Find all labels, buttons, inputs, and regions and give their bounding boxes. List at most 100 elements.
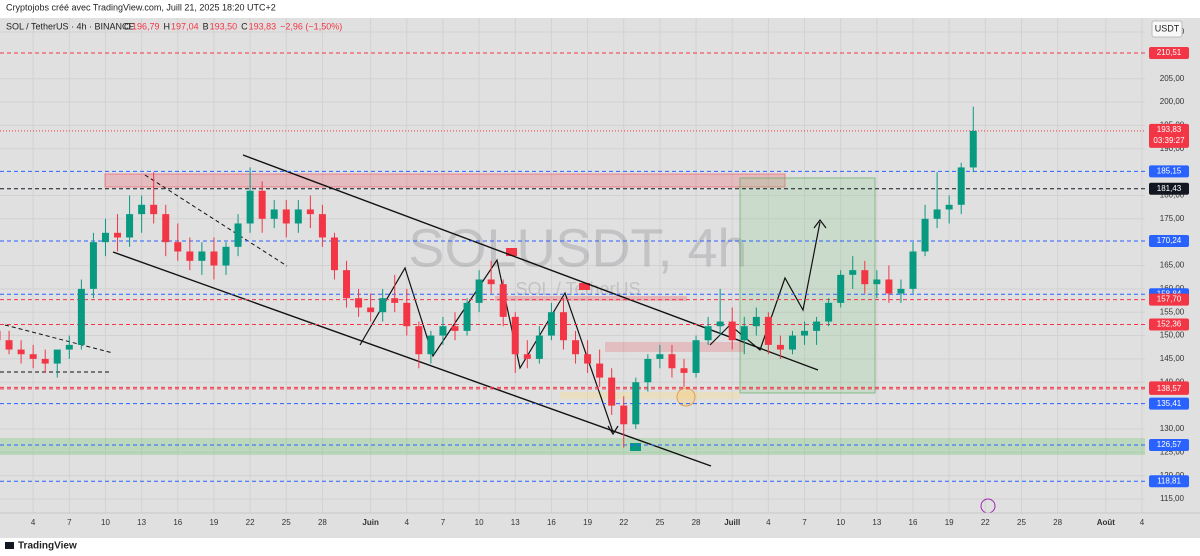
x-tick-label: 4 bbox=[1140, 518, 1145, 527]
x-tick-label: 4 bbox=[31, 518, 36, 527]
candle-body bbox=[957, 167, 965, 205]
candle-body bbox=[101, 232, 109, 243]
level-label-bg bbox=[1149, 165, 1189, 178]
y-tick-label: 200,00 bbox=[1160, 97, 1185, 106]
currency-button[interactable] bbox=[1151, 20, 1183, 38]
x-tick-label: 22 bbox=[981, 518, 990, 527]
x-tick-label: 13 bbox=[872, 518, 881, 527]
candle-body bbox=[728, 321, 736, 341]
candle-body bbox=[174, 242, 182, 252]
candle-body bbox=[17, 349, 25, 355]
x-tick-label: 16 bbox=[547, 518, 556, 527]
level-label-bg bbox=[1149, 475, 1189, 488]
level-label: 210,51 bbox=[1157, 48, 1182, 57]
candle-body bbox=[29, 354, 37, 359]
candle-body bbox=[355, 298, 363, 308]
level-label-bg bbox=[1149, 318, 1189, 331]
candle-body bbox=[825, 302, 833, 322]
x-tick-label: 16 bbox=[173, 518, 182, 527]
last-price-bg bbox=[1149, 123, 1189, 148]
candle-body bbox=[559, 312, 567, 341]
candle-body bbox=[632, 382, 640, 425]
candle-body bbox=[716, 321, 724, 327]
candle-body bbox=[788, 335, 796, 350]
level-label: 157,70 bbox=[1157, 295, 1182, 304]
x-tick-label: 4 bbox=[766, 518, 771, 527]
candle-body bbox=[451, 326, 459, 331]
candle-body bbox=[475, 279, 483, 303]
candle-body bbox=[704, 326, 712, 341]
x-tick-label: 25 bbox=[1017, 518, 1026, 527]
candle-body bbox=[608, 377, 616, 406]
ohlc-key: C bbox=[241, 21, 248, 31]
y-tick-label: 155,00 bbox=[1160, 307, 1185, 316]
x-tick-label: Août bbox=[1097, 518, 1116, 527]
level-label-bg bbox=[1149, 382, 1189, 395]
ohlc-value: 193,83 bbox=[249, 21, 277, 31]
candle-body bbox=[752, 316, 760, 327]
candle-body bbox=[306, 209, 314, 215]
candle-body bbox=[897, 288, 905, 294]
candle-body bbox=[126, 214, 134, 238]
level-label-bg bbox=[1149, 397, 1189, 410]
candle-body bbox=[511, 316, 519, 355]
x-tick-label: 10 bbox=[475, 518, 484, 527]
candle-body bbox=[150, 204, 158, 215]
y-tick-label: 115,00 bbox=[1160, 494, 1184, 503]
arrow-head bbox=[607, 425, 619, 436]
currency-label[interactable]: USDT bbox=[1155, 23, 1180, 33]
candle-body bbox=[873, 279, 881, 285]
zigzag bbox=[359, 258, 614, 433]
x-tick-label: 28 bbox=[318, 518, 327, 527]
candle-body bbox=[837, 274, 845, 303]
level-label: 170,24 bbox=[1157, 236, 1182, 245]
candle-body bbox=[41, 358, 49, 364]
candle-body bbox=[391, 298, 399, 303]
level-label-bg bbox=[1149, 182, 1189, 195]
level-label: 152,36 bbox=[1157, 320, 1182, 329]
candle-body bbox=[77, 288, 85, 345]
arrow-head bbox=[813, 219, 827, 229]
x-tick-label: 16 bbox=[909, 518, 918, 527]
level-label: 135,41 bbox=[1157, 399, 1182, 408]
last-price-label: 193,83 bbox=[1157, 125, 1182, 134]
candle-body bbox=[198, 251, 206, 261]
x-tick-label: 4 bbox=[405, 518, 410, 527]
y-tick-label: 165,00 bbox=[1160, 261, 1185, 270]
candle-body bbox=[403, 302, 411, 327]
candle-body bbox=[921, 218, 929, 252]
candle-body bbox=[656, 354, 664, 359]
candle-body bbox=[813, 321, 821, 331]
candle-body bbox=[379, 298, 387, 313]
candle-body bbox=[644, 358, 652, 383]
y-tick-label: 175,00 bbox=[1160, 214, 1185, 223]
candle-body bbox=[186, 251, 194, 261]
footer-logo: TradingView bbox=[18, 541, 77, 552]
level-label: 126,57 bbox=[1157, 440, 1182, 449]
channel-line bbox=[242, 154, 819, 371]
projection bbox=[709, 221, 821, 352]
flag-marker bbox=[630, 443, 641, 451]
candle-body bbox=[933, 209, 941, 219]
candle-body bbox=[764, 316, 772, 345]
candle-body bbox=[415, 326, 423, 355]
x-tick-label: 7 bbox=[67, 518, 72, 527]
levels bbox=[0, 52, 1145, 482]
x-tick-label: 19 bbox=[209, 518, 218, 527]
red-box bbox=[495, 296, 687, 301]
x-tick-label: 25 bbox=[655, 518, 664, 527]
candle-body bbox=[222, 246, 230, 266]
candle-body bbox=[584, 354, 592, 364]
red-box bbox=[605, 342, 745, 352]
candle-body bbox=[885, 279, 893, 294]
candles bbox=[0, 106, 977, 448]
candle-body bbox=[668, 354, 676, 369]
logo-icon bbox=[5, 542, 14, 549]
ohlc-key: B bbox=[203, 21, 209, 31]
countdown: 03:39:27 bbox=[1153, 136, 1185, 145]
candle-body bbox=[343, 270, 351, 299]
candle-body bbox=[0, 330, 1, 341]
candle-body bbox=[596, 363, 604, 378]
candle-body bbox=[776, 344, 784, 350]
